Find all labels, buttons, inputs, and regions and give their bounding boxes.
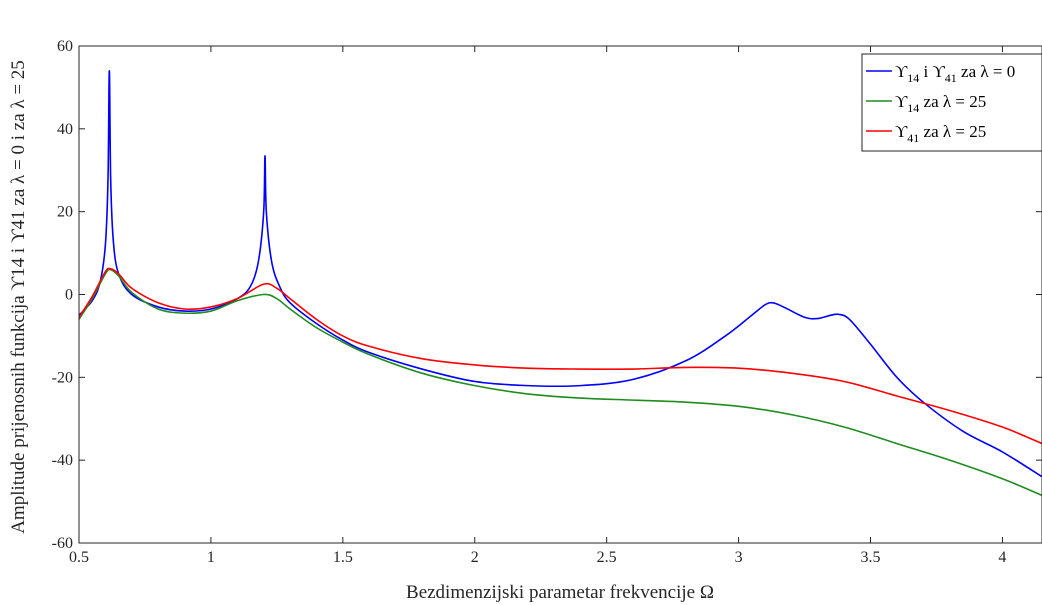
legend: ϒ14 i ϒ41 za λ = 0 ϒ14 za λ = 25 ϒ41 za λ … (861, 53, 1042, 152)
legend-box (861, 53, 1042, 152)
series-line-blue (79, 70, 1042, 478)
x-tick-label: 1.5 (333, 549, 353, 566)
legend-entry-label: ϒ14 za λ = 25 (895, 92, 986, 115)
plot-frame (78, 45, 1042, 544)
y-tick-label: -20 (52, 369, 73, 386)
y-tick-label: -60 (52, 535, 73, 552)
x-axis-label: Bezdimenzijski parametar frekvencije Ω (406, 582, 714, 603)
x-tick-label: 3.5 (861, 549, 881, 566)
y-tick-label: 40 (57, 121, 73, 138)
y-tick-label: 20 (57, 204, 73, 221)
x-tick-label: 0.5 (69, 549, 89, 566)
x-tick-label: 4 (998, 549, 1006, 566)
axis-ticks: 0.5 1 1.5 2 2.5 3 3.5 4 -60 -40 -20 0 20 40 60 (52, 38, 1042, 566)
svg-text:Amplitude prijenosnih funkcija: Amplitude prijenosnih funkcija ϒ14 i ϒ41… (8, 60, 29, 534)
x-tick-label: 1 (207, 549, 215, 566)
series-line-red (79, 267, 1042, 445)
x-tick-label: 2.5 (597, 549, 617, 566)
x-tick-label: 3 (735, 549, 743, 566)
legend-entry-label: ϒ41 za λ = 25 (895, 122, 986, 145)
y-tick-label: 60 (57, 38, 73, 55)
x-tick-label: 2 (471, 549, 479, 566)
series-line-green (79, 268, 1042, 497)
legend-entry-label: ϒ14 i ϒ41 za λ = 0 (895, 62, 1015, 85)
y-tick-label: -40 (52, 452, 73, 469)
y-axis-label: Amplitude prijenosnih funkcija ϒ14 i ϒ41… (8, 60, 29, 534)
y-tick-label: 0 (65, 287, 73, 304)
